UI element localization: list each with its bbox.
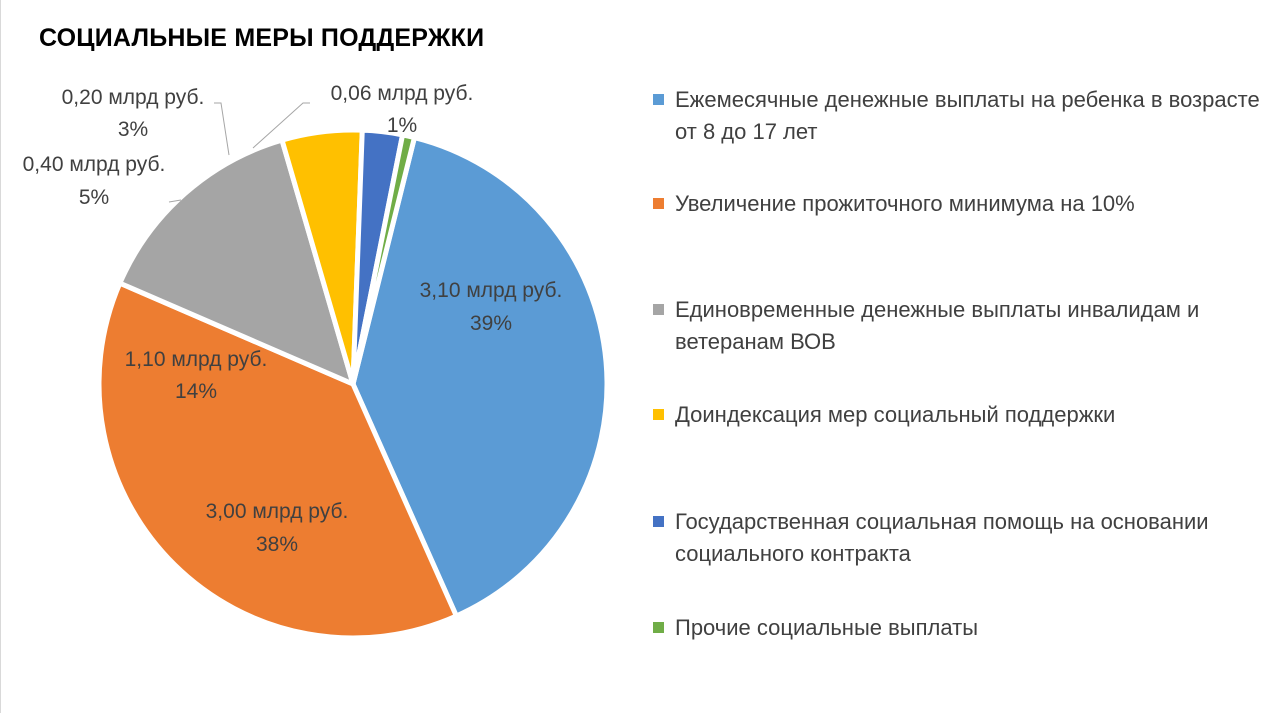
legend-label: Единовременные денежные выплаты инвалида… — [675, 297, 1200, 354]
data-label-value: 0,06 млрд руб. — [331, 82, 474, 105]
data-label-value: 3,10 млрд руб. — [420, 279, 563, 302]
data-label-value: 1,10 млрд руб. — [125, 348, 268, 371]
legend-swatch — [653, 198, 664, 209]
legend-swatch — [653, 622, 664, 633]
data-label-percent: 14% — [175, 380, 217, 403]
legend-label: Прочие социальные выплаты — [675, 615, 979, 640]
pie-slice-child-payments — [350, 135, 610, 619]
pie-slice-subsistence-minimum — [96, 280, 459, 641]
legend-label: Государственная социальная помощь на осн… — [675, 509, 1209, 566]
data-label-percent: 3% — [118, 118, 148, 141]
legend-swatch — [653, 516, 664, 527]
legend-swatch — [653, 409, 664, 420]
data-label-percent: 5% — [79, 186, 109, 209]
data-label-value: 3,00 млрд руб. — [206, 500, 349, 523]
legend-label: Доиндексация мер социальный поддержки — [675, 402, 1116, 427]
pie-slice-veterans-payments — [117, 137, 356, 387]
leader-line — [252, 102, 310, 149]
pie-slice-other-payments — [350, 132, 417, 387]
chart-title: СОЦИАЛЬНЫЕ МЕРЫ ПОДДЕРЖКИ — [39, 24, 485, 52]
legend-label: Ежемесячные денежные выплаты на ребенка … — [675, 87, 1260, 144]
leader-line — [168, 199, 182, 203]
data-label-percent: 1% — [387, 114, 417, 137]
leader-line — [214, 102, 230, 156]
legend-swatch — [653, 94, 664, 105]
legend-label: Увеличение прожиточного минимума на 10% — [675, 191, 1135, 216]
data-label-percent: 39% — [470, 312, 512, 335]
data-label-value: 0,20 млрд руб. — [62, 86, 205, 109]
data-label-value: 0,40 млрд руб. — [23, 153, 166, 176]
data-label-percent: 38% — [256, 533, 298, 556]
legend-swatch — [653, 304, 664, 315]
